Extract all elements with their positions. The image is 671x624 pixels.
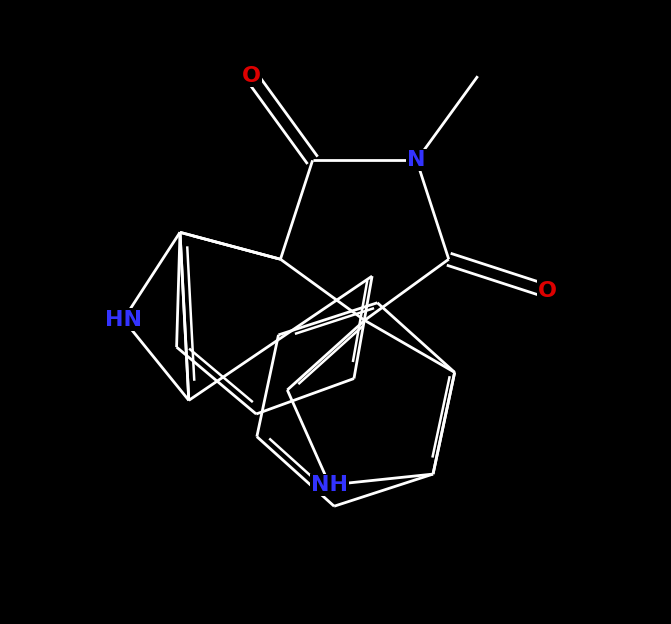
- Text: HN: HN: [105, 310, 142, 329]
- Text: O: O: [242, 66, 261, 86]
- Text: O: O: [538, 281, 557, 301]
- Text: NH: NH: [311, 475, 348, 495]
- Text: N: N: [407, 150, 426, 170]
